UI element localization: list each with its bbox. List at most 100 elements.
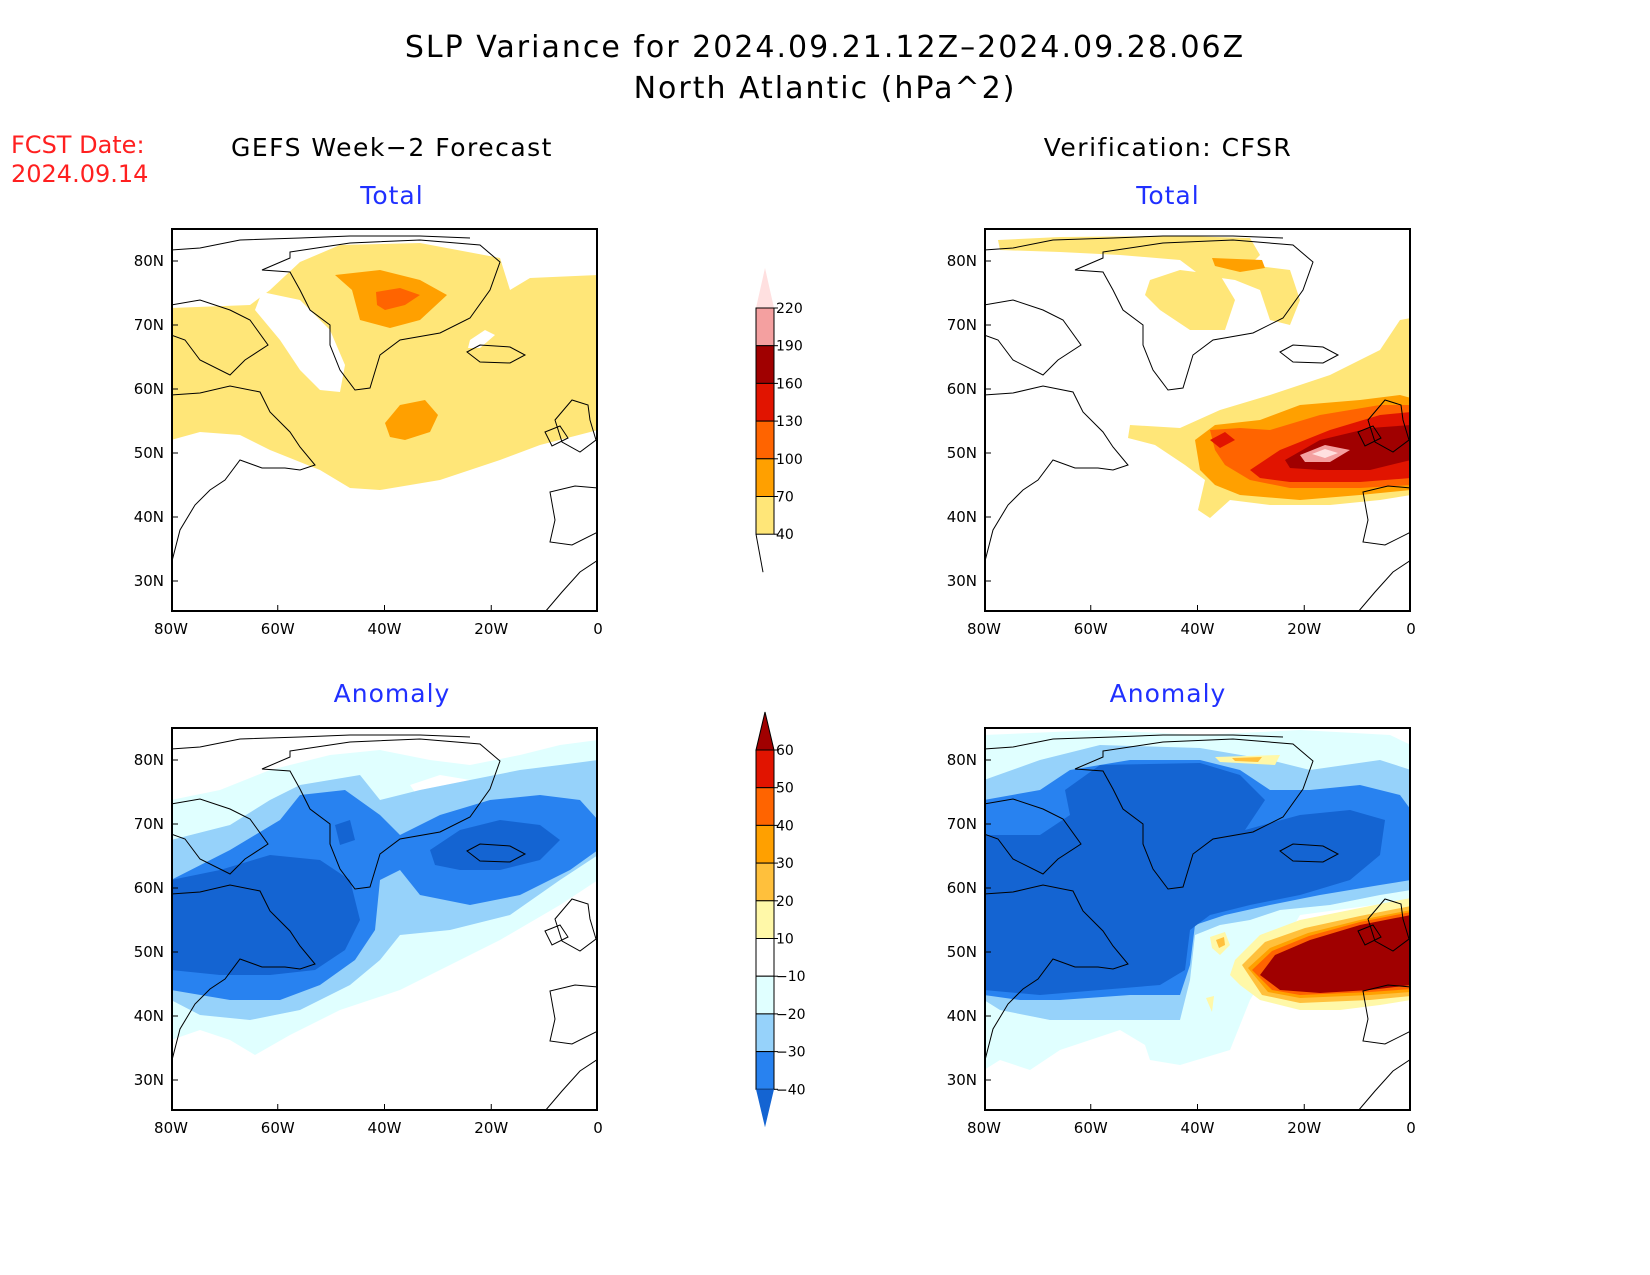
figure-subtitle: North Atlantic (hPa^2) <box>633 71 1017 106</box>
lat-label: 80N <box>133 751 164 769</box>
colorbar-label: −40 <box>776 1082 806 1098</box>
colorbar-segment <box>755 382 775 422</box>
lat-label: 70N <box>946 316 977 334</box>
north-america-coast <box>984 385 1129 566</box>
colorbar-label: 70 <box>776 490 794 506</box>
lat-label: 60N <box>133 380 164 398</box>
lon-label: 0 <box>593 1119 603 1137</box>
colorbar-label: 190 <box>776 339 803 355</box>
colorbar-segment <box>755 1051 775 1090</box>
lat-label: 60N <box>946 380 977 398</box>
great-britain-coast <box>554 399 597 453</box>
iceland-coast <box>1279 843 1340 863</box>
ireland-coast <box>1357 425 1382 447</box>
forecast-total-title: Total <box>360 181 424 210</box>
great-britain-coast <box>1367 399 1410 453</box>
lat-label: 70N <box>133 316 164 334</box>
baffin-coast <box>171 798 269 875</box>
north-america-coast <box>984 884 1129 1065</box>
lat-label: 40N <box>946 1007 977 1025</box>
great-britain-coast <box>1367 898 1410 952</box>
verification-total-map <box>984 228 1411 612</box>
contour-fill <box>468 330 495 348</box>
total-colorbar: 220 190 160 130 100 70 40 <box>755 268 803 573</box>
ireland-coast <box>1357 924 1382 946</box>
iceland-coast <box>466 344 527 364</box>
verification-column-title: Verification: CFSR <box>1043 133 1293 162</box>
lon-label: 20W <box>474 620 509 638</box>
arctic-coast <box>171 235 471 251</box>
colorbar-top-extension <box>756 268 774 308</box>
north-america-coast <box>171 884 316 1065</box>
iceland-coast <box>1279 344 1340 364</box>
colorbar-label: −20 <box>776 1007 806 1023</box>
africa-coast <box>1357 1058 1411 1111</box>
colorbar-segment <box>755 900 775 940</box>
iberia-coast <box>549 485 598 546</box>
contour-fill <box>1312 449 1338 458</box>
colorbar-label: 40 <box>776 527 794 543</box>
arctic-coast <box>171 734 471 750</box>
contour-fill <box>1216 937 1225 948</box>
lon-label: 80W <box>967 620 1001 638</box>
lon-label: 20W <box>1287 620 1322 638</box>
anomaly-colorbar: 60 50 40 30 20 10 −10 −20 −30 −40 <box>755 711 806 1128</box>
lat-label: 30N <box>946 1071 977 1089</box>
verification-total-title: Total <box>1136 181 1200 210</box>
colorbar-label: 40 <box>776 818 794 834</box>
lat-label: 70N <box>946 815 977 833</box>
lat-label: 40N <box>946 508 977 526</box>
lon-label: 20W <box>1287 1119 1322 1137</box>
contour-fill <box>171 855 360 975</box>
lat-label: 40N <box>133 508 164 526</box>
lon-label: 40W <box>1180 1119 1215 1137</box>
colorbar-segment <box>755 1013 775 1053</box>
lon-label: 0 <box>1406 620 1416 638</box>
colorbar-label: 30 <box>776 856 794 872</box>
ireland-coast <box>544 425 569 447</box>
colorbar-bottom-extension <box>756 1089 774 1128</box>
fcst-date-value: 2024.09.14 <box>11 160 149 188</box>
colorbar-segment <box>755 749 775 789</box>
forecast-anomaly-title: Anomaly <box>333 679 451 708</box>
colorbar-top-extension <box>755 711 775 751</box>
greenland-coast <box>261 738 501 890</box>
colorbar-bottom-extension <box>755 534 764 573</box>
greenland-coast <box>1074 239 1314 391</box>
africa-coast <box>544 1058 598 1111</box>
lon-label: 60W <box>1073 1119 1108 1137</box>
baffin-coast <box>171 299 269 376</box>
colorbar-segment <box>755 496 775 535</box>
contour-fill <box>1232 757 1262 762</box>
arctic-coast <box>984 235 1284 251</box>
lat-label: 30N <box>133 572 164 590</box>
greenland-coast <box>1074 738 1314 890</box>
contour-fill <box>255 292 345 392</box>
verification-anomaly-title: Anomaly <box>1109 679 1227 708</box>
colorbar-label: 10 <box>776 932 794 948</box>
lon-label: 40W <box>367 1119 402 1137</box>
lon-label: 20W <box>474 1119 509 1137</box>
iberia-coast <box>1362 485 1411 546</box>
forecast-total-map <box>171 228 598 612</box>
lat-label: 80N <box>946 252 977 270</box>
lon-label: 0 <box>1406 1119 1416 1137</box>
colorbar-segment <box>755 787 775 826</box>
lon-label: 80W <box>154 620 188 638</box>
colorbar-segment <box>755 938 775 977</box>
lon-label: 60W <box>260 620 295 638</box>
forecast-anomaly-map <box>171 727 598 1111</box>
lon-label: 60W <box>260 1119 295 1137</box>
colorbar-label: 160 <box>776 376 803 392</box>
ireland-coast <box>544 924 569 946</box>
baffin-coast <box>984 299 1082 376</box>
lat-label: 30N <box>946 572 977 590</box>
contour-fill <box>984 763 1385 995</box>
contour-fill <box>1145 270 1235 330</box>
lon-label: 80W <box>967 1119 1001 1137</box>
africa-coast <box>544 559 598 612</box>
iberia-coast <box>549 984 598 1045</box>
lat-label: 60N <box>133 879 164 897</box>
great-britain-coast <box>554 898 597 952</box>
